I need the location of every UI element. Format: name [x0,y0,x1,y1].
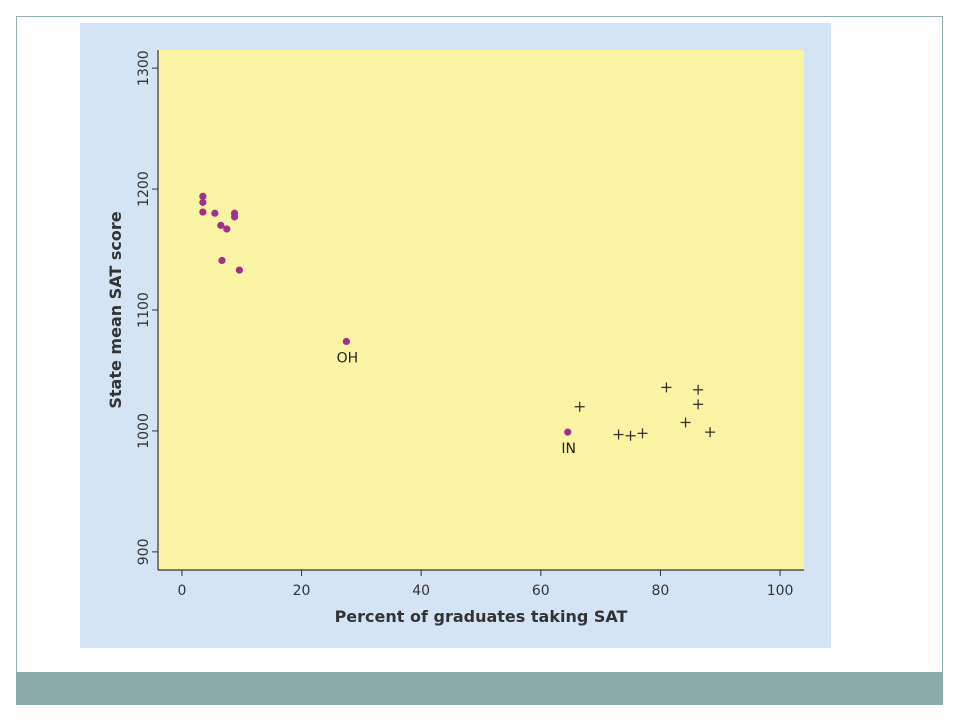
y-tick-label: 1100 [136,292,152,328]
x-tick-label: 40 [412,583,430,599]
plus-point [705,427,716,438]
dot-point [217,221,225,229]
y-axis-title: State mean SAT score [106,211,125,408]
point-label: IN [561,441,576,457]
y-tick-label: 900 [136,538,152,565]
plus-point [693,384,704,395]
x-tick-label: 60 [532,583,550,599]
x-tick-label: 20 [293,583,311,599]
plus-point [637,428,648,439]
plot-area [158,50,804,570]
dot-point [342,337,351,346]
dot-point [223,225,231,233]
plus-point [680,417,691,428]
dot-point [235,266,243,274]
point-annotations: OH IN [337,350,576,457]
x-tick-label: 80 [652,583,670,599]
dot-point [211,209,219,217]
y-tick-label: 1200 [136,171,152,207]
x-axis: 0 20 40 60 80 100 [158,569,804,599]
data-points [199,192,716,441]
footer-band [16,672,943,705]
dot-point [199,208,207,216]
dot-point [230,213,239,221]
plus-point [661,382,672,393]
dot-point [199,192,207,200]
dot-point [564,428,572,436]
plus-point [574,401,585,412]
y-tick-label: 1000 [136,413,152,449]
x-tick-label: 0 [177,583,186,599]
dot-point [218,256,226,265]
point-label: OH [337,350,359,366]
plus-point [693,399,704,410]
dot-point [199,198,207,206]
plus-point [613,429,624,440]
y-tick-label: 1300 [136,50,152,86]
x-tick-label: 100 [767,583,794,599]
plus-point [625,430,636,441]
y-axis: 900 1000 1100 1200 1300 [136,50,159,570]
x-axis-title: Percent of graduates taking SAT [335,607,628,626]
